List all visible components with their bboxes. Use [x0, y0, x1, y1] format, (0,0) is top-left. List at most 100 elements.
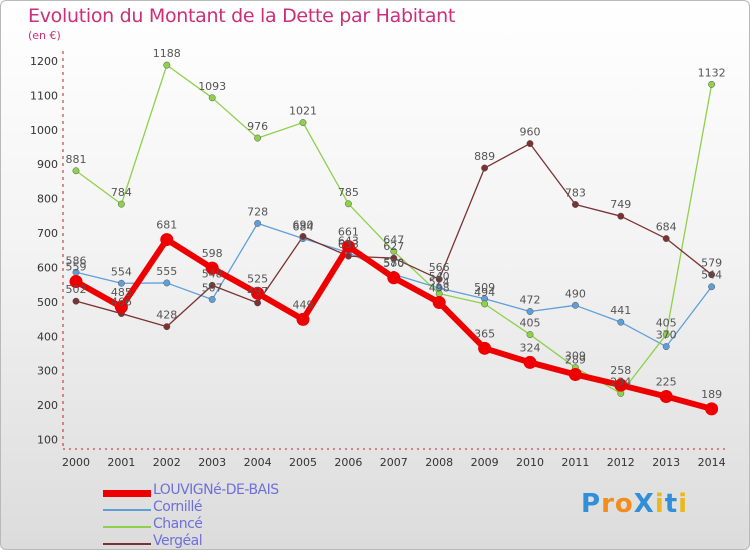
legend-label: LOUVIGNé-DE-BAIS — [153, 482, 279, 498]
data-label: 449 — [293, 298, 314, 311]
data-point — [526, 331, 534, 339]
data-point — [478, 341, 492, 355]
y-tick-label: 900 — [37, 158, 58, 171]
data-label: 559 — [66, 261, 87, 274]
y-tick-label: 800 — [37, 193, 58, 206]
data-label: 661 — [338, 225, 359, 238]
data-point — [432, 296, 446, 310]
data-point — [114, 300, 128, 314]
data-label: 586 — [66, 254, 87, 267]
data-point — [299, 233, 307, 240]
data-point — [296, 312, 310, 326]
data-point — [163, 279, 171, 287]
data-label: 405 — [656, 317, 677, 330]
x-tick-label: 2000 — [62, 456, 90, 469]
legend-item: Cornillé — [99, 499, 399, 519]
data-label: 579 — [701, 257, 722, 270]
data-point — [72, 167, 80, 175]
x-tick-label: 2001 — [107, 456, 135, 469]
y-tick-label: 700 — [37, 227, 58, 240]
data-point — [481, 164, 489, 172]
data-label: 627 — [383, 240, 404, 253]
data-label: 566 — [429, 261, 450, 274]
data-label: 494 — [474, 286, 495, 299]
data-label: 889 — [474, 150, 495, 163]
data-point — [341, 239, 355, 253]
chart-title: Evolution du Montant de la Dette par Hab… — [28, 5, 456, 27]
data-point — [163, 61, 171, 69]
data-point — [387, 271, 401, 285]
legend-item: Vergéal — [99, 533, 399, 549]
data-point — [526, 308, 534, 315]
data-label: 365 — [474, 327, 495, 340]
y-tick-label: 1200 — [30, 55, 58, 68]
data-point — [254, 134, 262, 142]
data-label: 633 — [338, 238, 359, 251]
data-label: 784 — [111, 186, 132, 199]
data-label: 728 — [247, 205, 268, 218]
legend-swatch — [103, 526, 151, 528]
data-point — [708, 80, 716, 88]
data-point — [662, 331, 670, 339]
legend-label: Vergéal — [153, 533, 203, 549]
data-label: 428 — [156, 309, 177, 322]
data-label: 548 — [202, 267, 223, 280]
data-label: 749 — [610, 198, 631, 211]
logo-letter: t — [664, 489, 679, 519]
data-label: 540 — [429, 270, 450, 283]
data-label: 544 — [701, 269, 722, 282]
x-tick-label: 2010 — [516, 456, 544, 469]
data-point — [344, 200, 352, 208]
data-point — [251, 286, 265, 300]
y-tick-label: 400 — [37, 330, 58, 343]
data-label: 309 — [565, 350, 586, 363]
data-label: 647 — [383, 233, 404, 246]
data-label: 234 — [610, 375, 631, 388]
data-label: 570 — [383, 257, 404, 270]
data-point — [117, 279, 125, 287]
data-point — [299, 119, 307, 127]
data-label: 684 — [656, 221, 677, 234]
data-label: 976 — [247, 120, 268, 133]
data-point — [617, 212, 625, 220]
data-label: 881 — [66, 153, 87, 166]
data-label: 1021 — [289, 105, 317, 118]
logo-letter: i — [654, 489, 665, 519]
data-label: 497 — [247, 285, 268, 298]
data-label: 466 — [111, 296, 132, 309]
data-point — [481, 300, 489, 308]
data-label: 502 — [66, 283, 87, 296]
logo-letter: r — [601, 489, 615, 519]
data-point — [390, 247, 398, 255]
logo-letter: o — [614, 489, 634, 519]
legend: LOUVIGNé-DE-BAIS Cornillé Chancé Vergéal — [99, 482, 399, 549]
data-point — [69, 275, 83, 289]
data-label: 524 — [429, 276, 450, 289]
data-label: 485 — [111, 286, 132, 299]
data-point — [659, 389, 673, 403]
legend-item: Chancé — [99, 516, 399, 536]
legend-swatch — [103, 489, 151, 497]
x-tick-label: 2014 — [698, 456, 726, 469]
data-point — [568, 367, 582, 381]
data-point — [254, 219, 262, 227]
data-label: 1188 — [153, 47, 181, 60]
data-point — [254, 299, 262, 307]
data-label: 690 — [293, 218, 314, 231]
x-tick-label: 2013 — [652, 456, 680, 469]
data-point — [571, 301, 579, 309]
data-point — [208, 281, 216, 289]
x-tick-label: 2008 — [425, 456, 453, 469]
data-label: 258 — [610, 364, 631, 377]
logo-letter: i — [678, 489, 689, 519]
y-tick-label: 200 — [37, 399, 58, 412]
data-label: 405 — [520, 317, 541, 330]
x-tick-label: 2007 — [380, 456, 408, 469]
x-tick-label: 2003 — [198, 456, 226, 469]
data-point — [344, 252, 352, 260]
data-label: 580 — [383, 256, 404, 269]
data-label: 1132 — [698, 66, 726, 79]
x-tick-label: 2011 — [561, 456, 589, 469]
data-point — [208, 94, 216, 102]
